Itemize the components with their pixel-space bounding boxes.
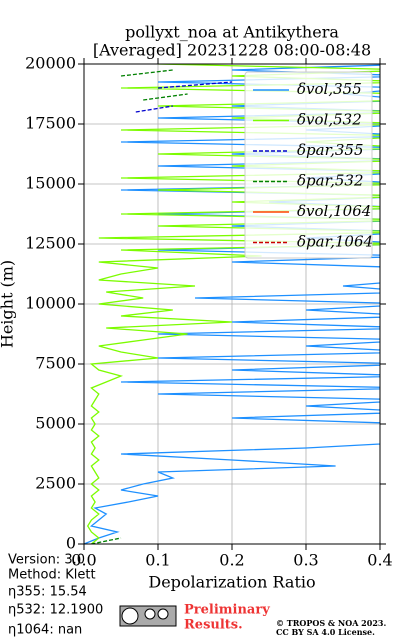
y-tick-label: 17500 <box>25 114 76 133</box>
title-line: pollyxt_noa at Antikythera <box>125 23 339 42</box>
y-tick-label: 2500 <box>35 474 76 493</box>
y-tick-label: 0 <box>66 534 76 553</box>
legend-label: δpar,1064 <box>297 233 373 251</box>
y-tick-label: 15000 <box>25 174 76 193</box>
x-tick-label: 0.4 <box>367 551 392 570</box>
info: η355: 15.54 <box>8 585 87 600</box>
frame <box>83 63 381 545</box>
info: η1064: nan <box>8 623 82 638</box>
y-tick-label: 20000 <box>25 54 76 73</box>
plot-area: 0.0 0.1 0.2 0.3 0.4 0 2500 5000 7500 10000 12500 15… <box>25 54 393 570</box>
legend-box <box>244 71 373 259</box>
preliminary: Results. <box>184 618 243 633</box>
legend-label: δvol,1064 <box>297 202 371 220</box>
x-tick-label: 0.2 <box>219 551 244 570</box>
x-tick-label: 0.3 <box>293 551 318 570</box>
x-tick-label: 0.0 <box>71 551 96 570</box>
y-axis-label: Height (m) <box>0 260 17 348</box>
info: Version: 3.0 <box>8 553 85 568</box>
preliminary: Preliminary <box>184 603 270 618</box>
legend-label: δpar,355 <box>297 141 364 159</box>
legend-label: δvol,355 <box>297 80 362 98</box>
info: η532: 12.1900 <box>8 603 103 618</box>
profile-line <box>91 69 188 544</box>
copyright: © TROPOS & NOA 2023. <box>276 618 386 628</box>
y-tick-label: 12500 <box>25 234 76 253</box>
info: Method: Klett <box>8 568 96 583</box>
legend-label: δpar,532 <box>297 172 364 190</box>
y-tick-label: 7500 <box>35 354 76 373</box>
title-line: [Averaged] 20231228 08:00-08:48 <box>93 41 371 60</box>
cc-logo <box>119 605 177 627</box>
y-tick-label: 10000 <box>25 294 76 313</box>
x-axis-label: Depolarization Ratio <box>148 573 315 592</box>
y-tick-label: 5000 <box>35 414 76 433</box>
profile-line <box>135 81 233 113</box>
profile-line <box>84 64 380 544</box>
copyright: CC BY SA 4.0 License. <box>276 627 375 637</box>
legend-label: δvol,532 <box>297 111 362 129</box>
x-tick-label: 0.1 <box>145 551 170 570</box>
